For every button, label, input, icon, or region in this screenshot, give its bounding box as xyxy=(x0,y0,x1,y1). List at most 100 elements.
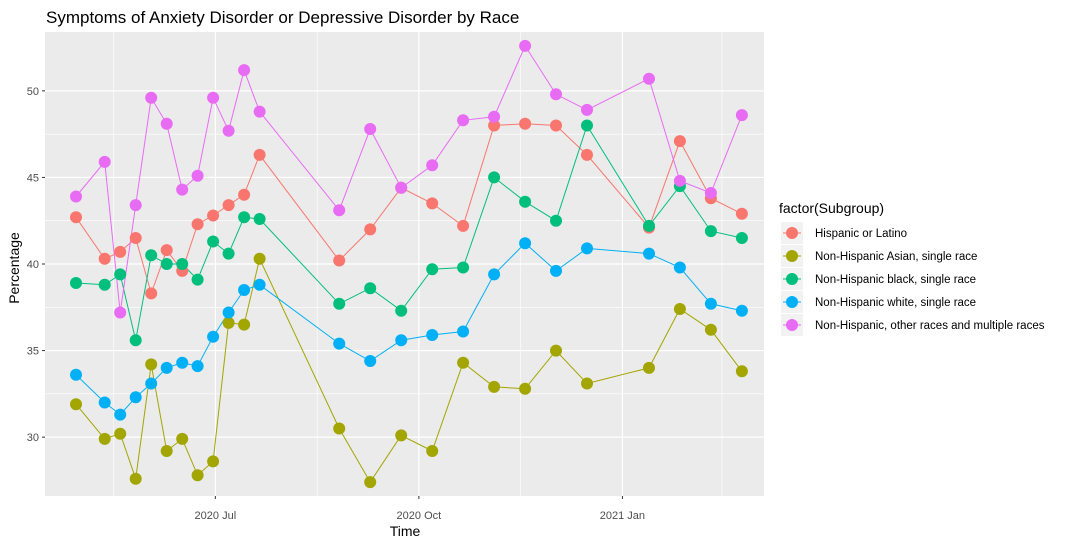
data-point-hispanic-or-latino xyxy=(191,218,204,231)
data-point-non-hispanic-white-single-race xyxy=(207,330,220,343)
data-point-non-hispanic-other-races-and-multiple-races xyxy=(426,159,439,172)
data-point-non-hispanic-asian-single-race xyxy=(98,432,111,445)
data-point-non-hispanic-black-single-race xyxy=(238,211,251,224)
data-point-hispanic-or-latino xyxy=(488,119,501,132)
data-point-non-hispanic-other-races-and-multiple-races xyxy=(129,199,142,212)
data-point-non-hispanic-asian-single-race xyxy=(364,476,377,489)
data-point-non-hispanic-other-races-and-multiple-races xyxy=(145,91,158,104)
data-point-hispanic-or-latino xyxy=(550,119,562,132)
data-point-non-hispanic-other-races-and-multiple-races xyxy=(114,306,127,319)
data-point-non-hispanic-black-single-race xyxy=(581,119,593,132)
legend: factor(Subgroup) Hispanic or Latino Non-H… xyxy=(779,200,1045,336)
data-point-non-hispanic-white-single-race xyxy=(253,278,266,291)
legend-label: Non-Hispanic, other races and multiple r… xyxy=(815,320,1045,332)
data-point-non-hispanic-other-races-and-multiple-races xyxy=(519,39,532,52)
legend-key-point xyxy=(786,296,798,308)
data-point-non-hispanic-other-races-and-multiple-races xyxy=(581,103,593,116)
data-point-non-hispanic-black-single-race xyxy=(643,219,655,232)
data-point-non-hispanic-black-single-race xyxy=(191,273,204,286)
data-point-non-hispanic-white-single-race xyxy=(222,306,235,319)
data-point-non-hispanic-white-single-race xyxy=(176,356,189,369)
data-point-non-hispanic-white-single-race xyxy=(735,304,748,317)
x-tick-label: 2021 Jan xyxy=(600,510,645,522)
data-point-non-hispanic-other-races-and-multiple-races xyxy=(364,123,377,135)
data-point-hispanic-or-latino xyxy=(222,199,235,212)
data-point-non-hispanic-asian-single-race xyxy=(207,455,220,468)
legend-key-point xyxy=(786,319,798,331)
data-point-hispanic-or-latino xyxy=(519,117,532,130)
data-point-non-hispanic-asian-single-race xyxy=(114,427,127,440)
legend-label: Non-Hispanic Asian, single race xyxy=(815,251,977,263)
data-point-non-hispanic-black-single-race xyxy=(207,235,220,248)
data-point-non-hispanic-white-single-race xyxy=(70,368,82,381)
data-point-non-hispanic-black-single-race xyxy=(129,334,142,347)
data-point-non-hispanic-black-single-race xyxy=(519,195,532,208)
data-point-non-hispanic-asian-single-race xyxy=(581,377,593,390)
y-axis: 30 35 40 45 50 xyxy=(27,86,45,444)
data-point-non-hispanic-other-races-and-multiple-races xyxy=(222,124,235,137)
data-point-non-hispanic-asian-single-race xyxy=(704,323,717,336)
data-point-non-hispanic-white-single-race xyxy=(238,284,251,296)
data-point-non-hispanic-other-races-and-multiple-races xyxy=(207,91,220,104)
legend-key-point xyxy=(786,250,798,262)
y-axis-title: Percentage xyxy=(6,232,22,304)
data-point-non-hispanic-other-races-and-multiple-races xyxy=(98,155,111,168)
y-tick-label: 30 xyxy=(27,432,39,444)
data-point-non-hispanic-asian-single-race xyxy=(145,358,158,371)
data-point-non-hispanic-other-races-and-multiple-races xyxy=(643,72,655,85)
data-point-non-hispanic-asian-single-race xyxy=(735,365,748,378)
data-point-non-hispanic-black-single-race xyxy=(114,268,127,281)
legend-label: Non-Hispanic black, single race xyxy=(815,274,976,286)
data-point-non-hispanic-asian-single-race xyxy=(426,445,439,457)
data-point-non-hispanic-asian-single-race xyxy=(191,469,204,482)
data-point-hispanic-or-latino xyxy=(457,219,470,232)
data-point-non-hispanic-asian-single-race xyxy=(643,361,655,374)
data-point-non-hispanic-white-single-race xyxy=(426,329,439,341)
y-tick-label: 35 xyxy=(27,346,39,358)
data-point-non-hispanic-other-races-and-multiple-races xyxy=(70,190,82,203)
data-point-non-hispanic-white-single-race xyxy=(145,377,158,390)
legend-title: factor(Subgroup) xyxy=(779,200,884,216)
data-point-non-hispanic-other-races-and-multiple-races xyxy=(550,88,562,101)
data-point-non-hispanic-white-single-race xyxy=(457,325,470,338)
x-tick-label: 2020 Jul xyxy=(195,510,237,522)
data-point-hispanic-or-latino xyxy=(207,209,220,222)
data-point-non-hispanic-asian-single-race xyxy=(519,382,532,395)
data-point-non-hispanic-black-single-race xyxy=(70,277,82,289)
data-point-non-hispanic-black-single-race xyxy=(735,232,748,244)
data-point-non-hispanic-black-single-race xyxy=(364,282,377,295)
x-tick-label: 2020 Oct xyxy=(397,510,442,522)
y-tick-label: 45 xyxy=(27,172,39,184)
data-point-non-hispanic-black-single-race xyxy=(176,258,189,270)
data-point-hispanic-or-latino xyxy=(98,252,111,265)
chart-title: Symptoms of Anxiety Disorder or Depressi… xyxy=(46,8,519,27)
data-point-non-hispanic-black-single-race xyxy=(98,278,111,291)
data-point-non-hispanic-asian-single-race xyxy=(70,398,82,411)
data-point-non-hispanic-white-single-race xyxy=(673,261,686,274)
x-axis-title: Time xyxy=(390,523,421,539)
data-point-hispanic-or-latino xyxy=(735,207,748,220)
data-point-non-hispanic-black-single-race xyxy=(333,297,346,310)
data-point-non-hispanic-black-single-race xyxy=(222,247,235,260)
data-point-non-hispanic-white-single-race xyxy=(395,334,408,347)
data-point-hispanic-or-latino xyxy=(160,244,173,257)
data-point-hispanic-or-latino xyxy=(238,188,251,201)
data-point-non-hispanic-asian-single-race xyxy=(488,380,501,393)
data-point-non-hispanic-white-single-race xyxy=(191,360,204,373)
data-point-non-hispanic-white-single-race xyxy=(581,242,593,255)
data-point-non-hispanic-other-races-and-multiple-races xyxy=(238,64,251,77)
data-point-hispanic-or-latino xyxy=(581,148,593,161)
data-point-non-hispanic-other-races-and-multiple-races xyxy=(735,109,748,122)
data-point-non-hispanic-white-single-race xyxy=(643,247,655,260)
data-point-non-hispanic-black-single-race xyxy=(160,258,173,270)
data-point-non-hispanic-white-single-race xyxy=(98,396,111,409)
legend-key-point xyxy=(786,227,798,239)
data-point-hispanic-or-latino xyxy=(145,287,158,300)
data-point-non-hispanic-black-single-race xyxy=(395,304,408,317)
y-tick-label: 40 xyxy=(27,259,39,271)
y-tick-label: 50 xyxy=(27,86,39,98)
data-point-non-hispanic-white-single-race xyxy=(519,237,532,250)
data-point-non-hispanic-white-single-race xyxy=(129,391,142,404)
data-point-non-hispanic-other-races-and-multiple-races xyxy=(191,169,204,182)
